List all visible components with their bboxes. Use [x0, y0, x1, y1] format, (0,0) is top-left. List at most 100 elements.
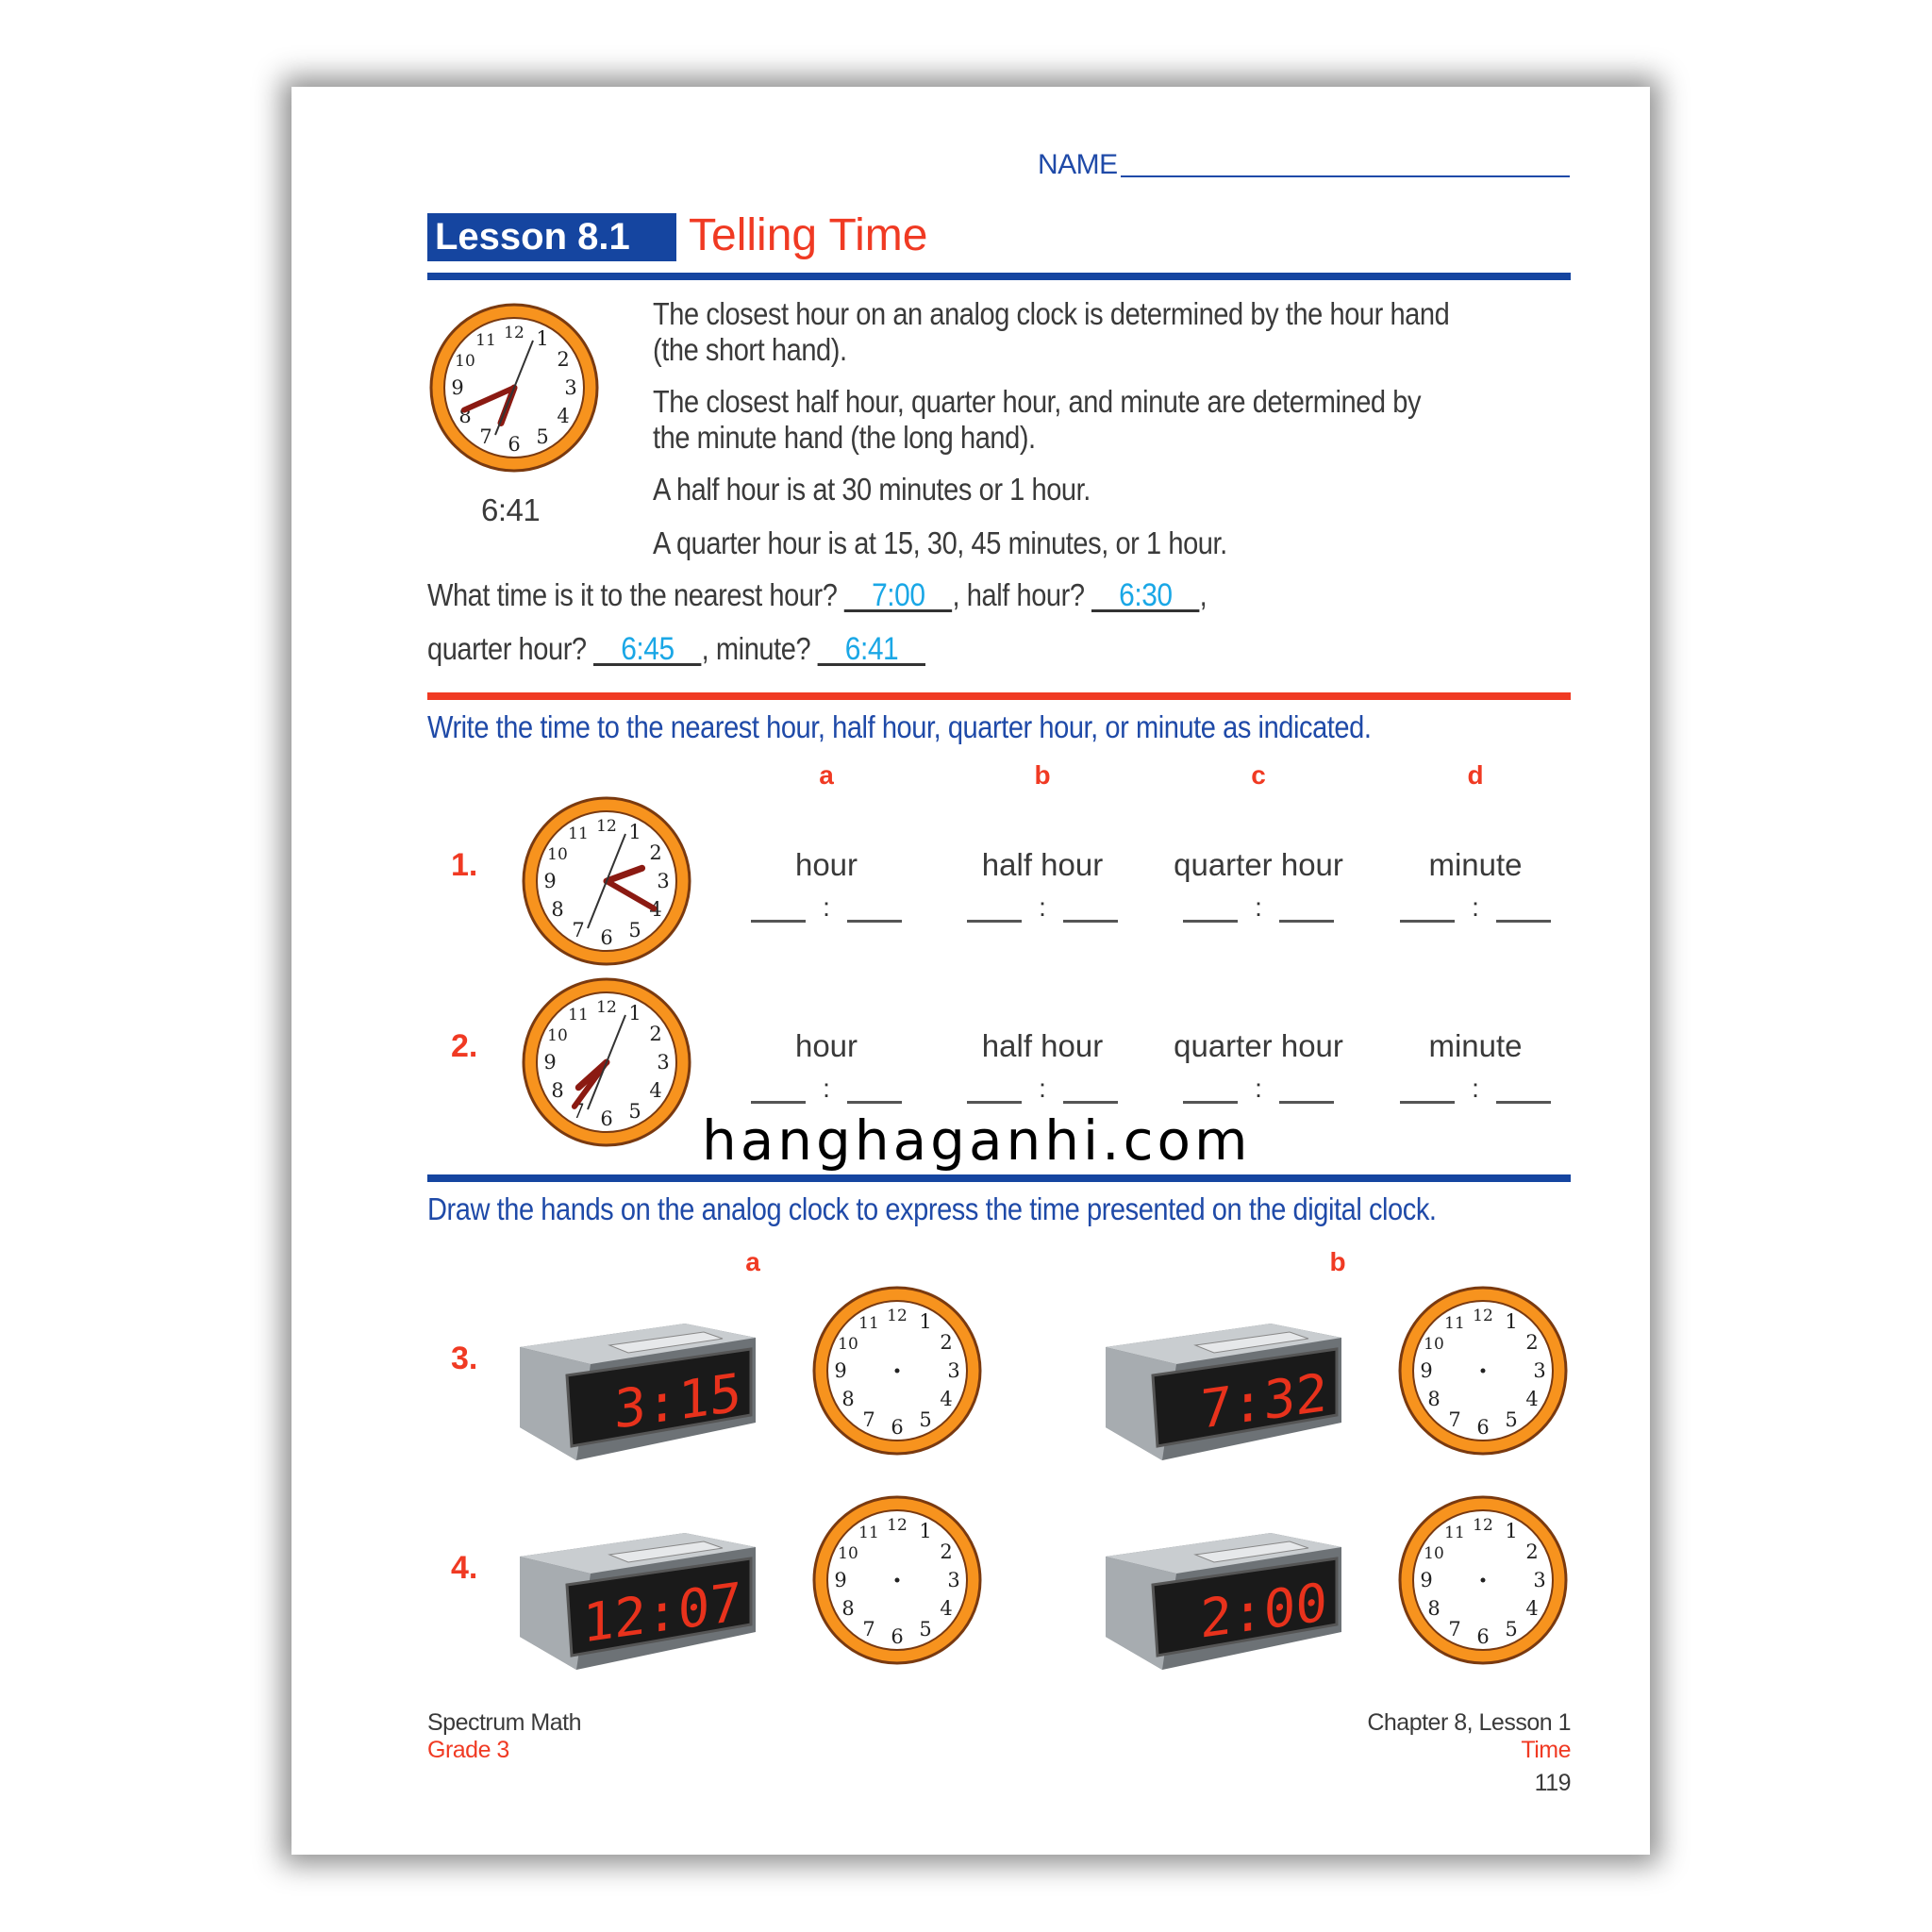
clock-numeral: 6: [891, 1416, 903, 1439]
clock-numeral: 3: [947, 1359, 959, 1382]
clock-numeral: 12: [887, 1307, 908, 1325]
time-answer-blank[interactable]: :: [1183, 1074, 1334, 1104]
clock-numeral: 12: [596, 817, 617, 836]
clock-numeral: 3: [564, 376, 576, 399]
minutes-blank[interactable]: [1496, 920, 1551, 923]
clock-numeral: 3: [1533, 1569, 1545, 1591]
clock-numeral: 8: [841, 1597, 854, 1620]
hours-blank[interactable]: [1183, 920, 1238, 923]
problem-number: 3.: [451, 1341, 478, 1376]
clock-numeral: 7: [862, 1408, 874, 1431]
clock-numeral: 5: [536, 425, 548, 448]
time-answer-blank[interactable]: :: [1400, 1074, 1551, 1104]
colon: :: [823, 1074, 830, 1103]
answer-label-minute: minute: [1428, 1028, 1523, 1063]
clock-numeral: 3: [657, 870, 669, 892]
answer-minute: 6:41: [817, 633, 926, 666]
clock-numeral: 12: [504, 324, 525, 342]
answer-label-minute: minute: [1428, 847, 1523, 882]
colon: :: [1255, 1074, 1262, 1103]
answer-label-half-hour: half hour: [981, 1028, 1104, 1063]
clock-numeral: 6: [600, 926, 612, 949]
clock-numeral: 8: [841, 1388, 854, 1410]
time-answer-blank[interactable]: :: [751, 1074, 902, 1104]
minutes-blank[interactable]: [847, 1101, 902, 1104]
clock-numeral: 7: [862, 1618, 874, 1641]
clock-numeral: 10: [1424, 1544, 1444, 1563]
hours-blank[interactable]: [967, 1101, 1022, 1104]
clock-numeral: 5: [1505, 1408, 1517, 1431]
clock-numeral: 2: [649, 1023, 661, 1045]
clock-numeral: 1: [919, 1520, 931, 1542]
hours-blank[interactable]: [1183, 1101, 1238, 1104]
footer-grade: Grade 3: [427, 1737, 509, 1763]
clock-numeral: 4: [940, 1388, 952, 1410]
clock-numeral: 12: [596, 998, 617, 1017]
question-line-1: What time is it to the nearest hour? 7:0…: [427, 577, 1208, 613]
question-line-2: quarter hour? 6:45, minute? 6:41: [427, 631, 926, 667]
column-letter-d: d: [1467, 760, 1484, 790]
question-text: , half hour?: [952, 577, 1085, 612]
clock-numeral: 1: [628, 821, 641, 843]
hours-blank[interactable]: [1400, 1101, 1455, 1104]
minutes-blank[interactable]: [1496, 1101, 1551, 1104]
clock-numeral: 1: [1505, 1520, 1517, 1542]
clock-numeral: 10: [838, 1335, 858, 1354]
clock-numeral: 6: [891, 1625, 903, 1648]
clock-numeral: 2: [1525, 1331, 1538, 1354]
clock-numeral: 2: [1525, 1541, 1538, 1563]
time-answer-blank[interactable]: :: [751, 892, 902, 923]
minutes-blank[interactable]: [1063, 1101, 1118, 1104]
digital-clock-icon: 12:07: [520, 1533, 756, 1670]
hours-blank[interactable]: [967, 920, 1022, 923]
minutes-blank[interactable]: [847, 920, 902, 923]
answer-label-quarter-hour: quarter hour: [1174, 847, 1343, 882]
answer-label-half-hour: half hour: [981, 847, 1104, 882]
intro-text: A quarter hour is at 15, 30, 45 minutes,…: [653, 525, 1227, 560]
clock-numeral: 2: [940, 1331, 952, 1354]
problem-number: 4.: [451, 1550, 478, 1586]
clock-numeral: 4: [1525, 1388, 1538, 1410]
answer-label-hour: hour: [794, 1028, 858, 1063]
answer-label-hour: hour: [794, 847, 858, 882]
clock-numeral: 11: [475, 331, 496, 350]
question-text: What time is it to the nearest hour?: [427, 577, 838, 612]
answer-hour: 7:00: [844, 579, 953, 612]
time-answer-blank[interactable]: :: [1183, 892, 1334, 923]
hours-blank[interactable]: [751, 1101, 806, 1104]
clock-numeral: 1: [919, 1310, 931, 1333]
column-letter-c: c: [1251, 760, 1266, 790]
second-hand: [494, 340, 534, 436]
column-letter-a: a: [819, 760, 834, 790]
name-field[interactable]: [1121, 175, 1570, 177]
clock-numeral: 8: [1427, 1388, 1440, 1410]
time-answer-blank[interactable]: :: [967, 892, 1118, 923]
clock-numeral: 2: [649, 841, 661, 864]
section2-instruction: Draw the hands on the analog clock to ex…: [427, 1191, 1437, 1226]
clock-numeral: 11: [568, 1006, 589, 1024]
clock-numeral: 12: [887, 1516, 908, 1535]
lesson-title: Telling Time: [689, 210, 928, 260]
column-letter-b: b: [1034, 760, 1051, 790]
time-answer-blank[interactable]: :: [967, 1074, 1118, 1104]
answer-half-hour: 6:30: [1091, 579, 1200, 612]
hours-blank[interactable]: [751, 920, 806, 923]
question-text: , minute?: [701, 631, 811, 666]
footer-publisher: Spectrum Math: [427, 1709, 582, 1736]
second-hand: [587, 833, 626, 929]
clock-numeral: 4: [649, 1079, 661, 1102]
minutes-blank[interactable]: [1063, 920, 1118, 923]
intro-text: the minute hand (the long hand).: [653, 420, 1036, 455]
minutes-blank[interactable]: [1279, 1101, 1334, 1104]
time-answer-blank[interactable]: :: [1400, 892, 1551, 923]
hours-blank[interactable]: [1400, 920, 1455, 923]
clock-numeral: 6: [1476, 1625, 1489, 1648]
minutes-blank[interactable]: [1279, 920, 1334, 923]
footer-page-number: 119: [1534, 1770, 1572, 1796]
clock-numeral: 9: [834, 1569, 846, 1591]
hour-hand: [603, 864, 646, 885]
